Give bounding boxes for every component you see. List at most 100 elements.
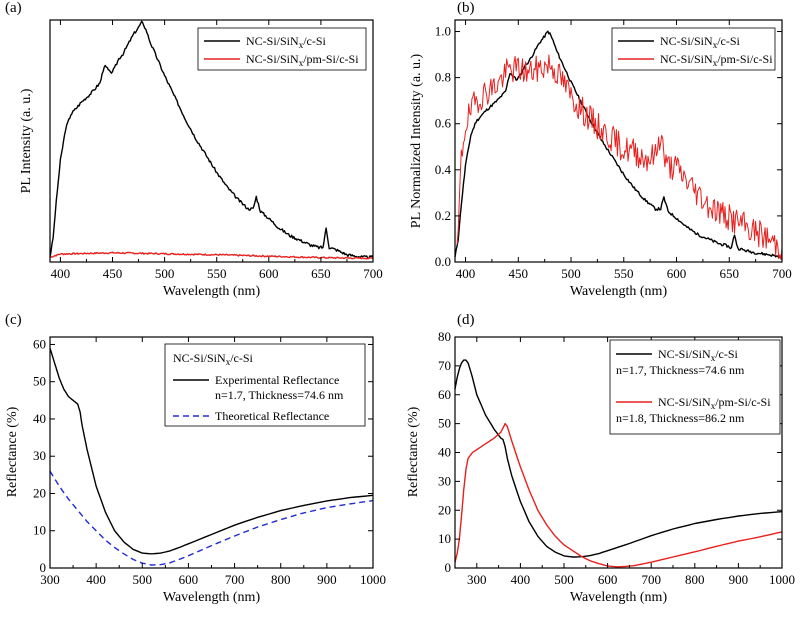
panel-label-d: (d) [457,312,475,328]
panel-b: (b) 400 450 500 550 600 650 700 0.0 0.2 0.4 0.6 0.8 1… [409,0,792,299]
xtick-label-b-0: 400 [456,266,476,281]
ytick-label-d-4: 40 [438,445,451,460]
d-legend-label-0: NC-Si/SiNx/c-Si [658,347,739,363]
d-legend-sublabel-1: n=1.8, Thickness=86.2 nm [616,411,745,425]
xtick-label-a-1: 450 [103,266,123,281]
xtick-label-c-2: 500 [133,572,153,587]
panel-a: (a) 400 450 500 550 600 650 700 Wavelength (nm) P… [5,0,383,299]
xtick-label-a-4: 600 [259,266,279,281]
xlabel-d: Wavelength (nm) [570,590,668,605]
ylabel-d: Reflectance (%) [406,406,421,497]
panel-label-b: (b) [457,0,475,16]
ytick-label-d-5: 50 [438,416,451,431]
xtick-label-b-6: 700 [772,266,792,281]
ytick-label-d-8: 80 [438,329,451,344]
b-legend-label-0: NC-Si/SiNx/c-Si [660,34,741,50]
xtick-label-b-4: 600 [667,266,687,281]
series-d-0 [454,359,783,558]
panel-label-c: (c) [5,312,22,328]
ylabel-b: PL Normalized Intensity (a. u.) [409,53,424,228]
xtick-label-a-6: 700 [363,266,383,281]
a-legend-label-1: NC-Si/SiNx/pm-Si/c-Si [246,52,359,68]
xtick-label-b-3: 550 [614,266,634,281]
ytick-label-c-5: 50 [33,374,46,389]
xtick-label-b-2: 500 [561,266,581,281]
ylabel-c: Reflectance (%) [5,406,20,497]
xlabel-c: Wavelength (nm) [163,590,261,605]
ytick-label-b-3: 0.6 [435,116,452,131]
xtick-label-d-1: 400 [511,572,531,587]
xtick-label-c-7: 1000 [360,572,386,587]
xtick-label-d-7: 1000 [769,572,795,587]
ytick-label-c-2: 20 [33,485,46,500]
xlabel-a: Wavelength (nm) [163,284,261,299]
c-legend-label-1: Theoretical Reflectance [215,409,329,423]
legend-box-c [164,343,366,427]
ytick-label-d-2: 20 [438,502,451,517]
xtick-label-d-0: 300 [467,572,487,587]
xtick-label-c-0: 300 [40,572,60,587]
ytick-label-d-1: 10 [438,531,451,546]
ytick-label-b-0: 0.0 [435,254,451,269]
a-legend-label-0: NC-Si/SiNx/c-Si [246,34,327,50]
plot-frame-a [49,19,374,263]
xtick-label-a-2: 500 [155,266,175,281]
series-d-1 [454,422,783,568]
b-legend-label-1: NC-Si/SiNx/pm-Si/c-Si [660,52,773,68]
ytick-label-c-3: 30 [33,448,46,463]
xtick-label-d-4: 700 [641,572,661,587]
xtick-label-b-5: 650 [720,266,740,281]
xtick-label-d-5: 800 [685,572,705,587]
legend-b: NC-Si/SiNx/c-Si NC-Si/SiNx/pm-Si/c-Si [611,27,776,71]
series-a-1 [49,251,374,260]
ytick-label-d-7: 70 [438,358,451,373]
xtick-label-c-6: 900 [317,572,337,587]
ytick-label-b-1: 0.2 [435,208,451,223]
legend-box-a [197,27,367,71]
xtick-label-c-1: 400 [86,572,106,587]
xtick-label-d-3: 600 [598,572,618,587]
d-legend-sublabel-0: n=1.7, Thickness=74.6 nm [616,363,745,377]
panel-label-a: (a) [5,0,22,16]
series-a-0 [49,20,374,260]
xtick-label-a-3: 550 [207,266,227,281]
ytick-label-b-2: 0.4 [435,162,452,177]
xtick-label-a-0: 400 [51,266,71,281]
xtick-label-c-4: 700 [225,572,245,587]
d-legend-label-1: NC-Si/SiNx/pm-Si/c-Si [658,395,771,411]
xtick-label-c-3: 600 [179,572,199,587]
ytick-label-b-5: 1.0 [435,24,451,39]
ylabel-a: PL Intensity (a. u.) [19,88,34,193]
plot-frame-b [454,19,783,263]
series-b-1 [456,54,783,260]
ytick-label-d-0: 0 [445,560,452,575]
legend-a: NC-Si/SiNx/c-Si NC-Si/SiNx/pm-Si/c-Si [197,27,367,71]
xtick-label-c-5: 800 [271,572,291,587]
series-c-1 [49,470,374,566]
ytick-label-d-3: 30 [438,473,451,488]
ytick-label-d-6: 60 [438,387,451,402]
legend-d: NC-Si/SiNx/c-Sin=1.7, Thickness=74.6 nm N… [609,339,781,435]
c-legend-sublabel-0: n=1.7, Thickness=74.6 nm [215,388,344,402]
panel-d: (d) 300 400 500 600 700 800 900 1000 0 10 20 30 40 50 6… [406,312,795,605]
series-b-0 [454,30,783,259]
ytick-label-c-4: 40 [33,411,46,426]
panel-c: (c) 300 400 500 600 700 800 900 1000 0 10 20 30 40 50 6… [5,312,386,605]
xlabel-b: Wavelength (nm) [570,284,668,299]
ytick-label-c-6: 60 [33,336,46,351]
ytick-label-c-0: 0 [40,560,47,575]
legend-box-d [609,339,781,435]
xtick-label-a-5: 650 [311,266,331,281]
legend-c: NC-Si/SiNx/c-Si Experimental Reflectancen… [164,343,366,427]
c-legend-title: NC-Si/SiNx/c-Si [173,351,254,367]
series-c-0 [49,347,374,555]
ytick-label-c-1: 10 [33,523,46,538]
xtick-label-d-2: 500 [554,572,574,587]
xtick-label-b-1: 450 [509,266,529,281]
legend-box-b [611,27,776,71]
c-legend-label-0: Experimental Reflectance [215,373,339,387]
ytick-label-b-4: 0.8 [435,70,451,85]
xtick-label-d-6: 900 [729,572,749,587]
